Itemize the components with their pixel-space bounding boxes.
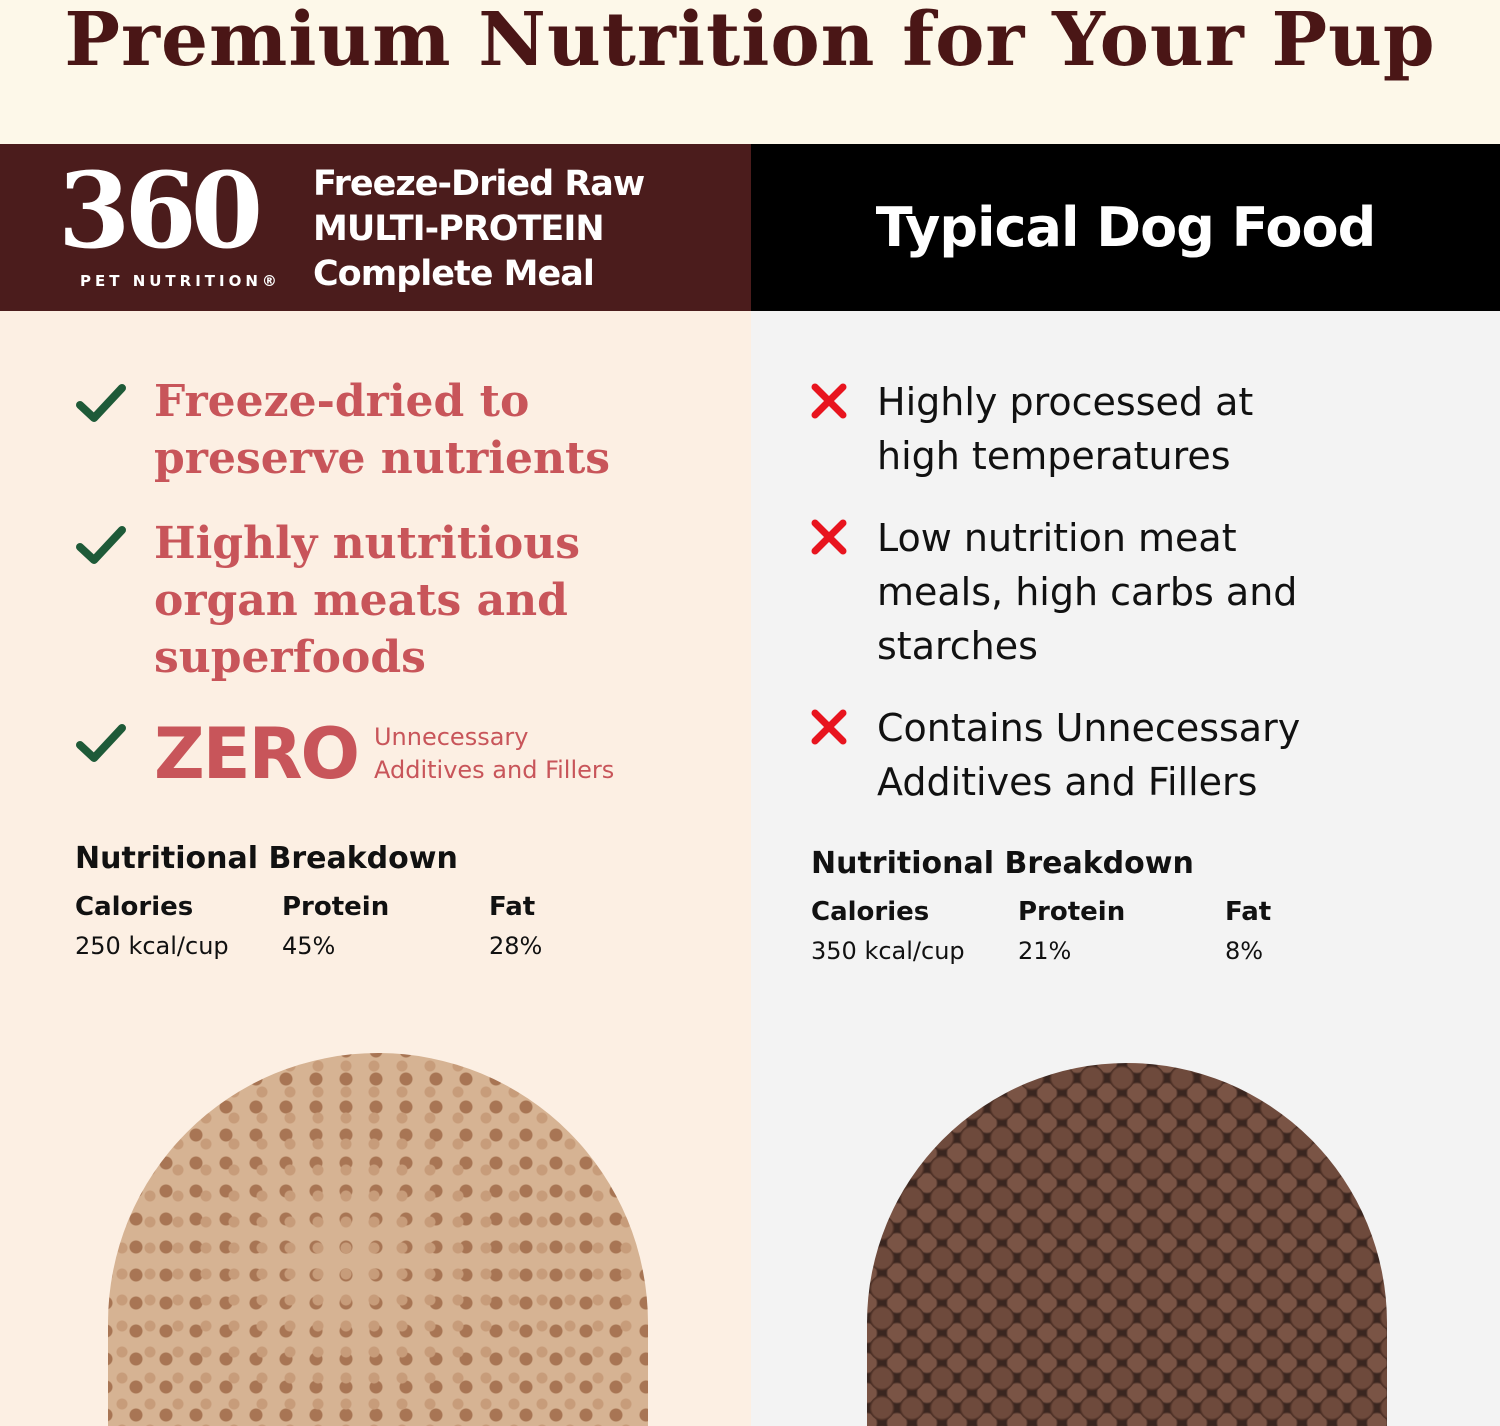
- dry-kibble: [867, 1063, 1387, 1426]
- protein-label: Protein: [282, 892, 390, 922]
- zero-label: ZERO: [154, 713, 360, 795]
- zero-line: Additives and Fillers: [373, 756, 615, 784]
- fat-value: 28%: [489, 932, 543, 960]
- x-icon: [811, 519, 847, 555]
- drawback-item: Highly processed at high temperatures: [809, 375, 1297, 483]
- protein-value: 45%: [282, 932, 336, 960]
- drawback-item: Low nutrition meat meals, high carbs and…: [809, 511, 1317, 673]
- drawback-text: Low nutrition meat meals, high carbs and…: [877, 516, 1298, 668]
- nutrition-breakdown: Nutritional Breakdown Calories 350 kcal/c…: [811, 846, 1432, 965]
- x-icon: [811, 709, 847, 745]
- product-line: Freeze-Dried Raw: [313, 164, 645, 204]
- check-icon: [76, 724, 126, 762]
- calories-label: Calories: [75, 892, 194, 922]
- zero-item: ZERO Unnecessary Additives and Fillers: [74, 719, 614, 789]
- product-line: Complete Meal: [313, 254, 595, 294]
- brand-logo: 360: [58, 149, 263, 272]
- calories-label: Calories: [811, 897, 930, 927]
- zero-line: Unnecessary: [373, 723, 529, 751]
- page-title: Premium Nutrition for Your Pup: [64, 0, 1436, 83]
- x-icon: [811, 383, 847, 419]
- zero-sub: Unnecessary Additives and Fillers: [374, 719, 614, 789]
- fat-value: 8%: [1225, 937, 1264, 965]
- freeze-dried-kibble: [108, 1053, 648, 1426]
- freeze-dried-food-bowl-image: [78, 1023, 678, 1426]
- brand-header: 360 PET NUTRITION® Freeze-Dried Raw MULT…: [0, 144, 751, 311]
- breakdown-title: Nutritional Breakdown: [811, 846, 1194, 881]
- check-icon: [76, 384, 126, 422]
- benefit-item: Highly nutritious organ meats and superf…: [74, 515, 594, 686]
- right-panel: Highly processed at high temperatures Lo…: [751, 311, 1500, 1426]
- nutrition-breakdown: Nutritional Breakdown Calories 250 kcal/c…: [75, 841, 696, 960]
- benefit-text: Highly nutritious organ meats and superf…: [154, 518, 580, 683]
- left-panel: Freeze-dried to preserve nutrients Highl…: [0, 311, 751, 1426]
- fat-label: Fat: [1225, 897, 1272, 927]
- drawback-item: Contains Unnecessary Additives and Fille…: [809, 701, 1357, 809]
- kibble-food-bowl-image: [827, 1023, 1427, 1426]
- brand-logo-sub: PET NUTRITION®: [80, 272, 281, 290]
- benefit-text: Freeze-dried to preserve nutrients: [154, 376, 611, 484]
- benefit-item: Freeze-dried to preserve nutrients: [74, 373, 634, 487]
- fat-label: Fat: [489, 892, 536, 922]
- breakdown-title: Nutritional Breakdown: [75, 841, 458, 876]
- product-line: MULTI-PROTEIN: [313, 209, 605, 249]
- drawback-text: Highly processed at high temperatures: [877, 380, 1254, 478]
- check-icon: [76, 526, 126, 564]
- product-name: Freeze-Dried Raw MULTI-PROTEIN Complete …: [313, 162, 645, 297]
- calories-value: 350 kcal/cup: [811, 937, 965, 965]
- drawback-text: Contains Unnecessary Additives and Fille…: [877, 706, 1301, 804]
- protein-label: Protein: [1018, 897, 1126, 927]
- calories-value: 250 kcal/cup: [75, 932, 229, 960]
- competitor-header: Typical Dog Food: [751, 144, 1500, 311]
- protein-value: 21%: [1018, 937, 1072, 965]
